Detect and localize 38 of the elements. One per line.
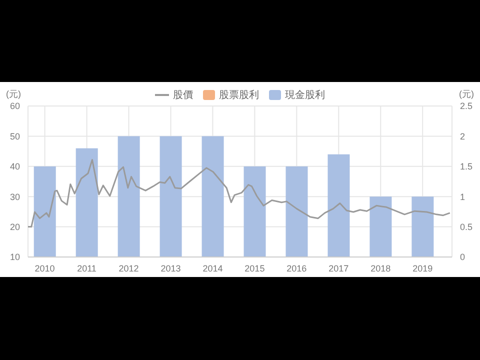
x-tick-label: 2012 bbox=[118, 263, 139, 274]
x-tick-label: 2014 bbox=[202, 263, 223, 274]
bar bbox=[202, 136, 224, 257]
y2-tick-label: 0 bbox=[460, 252, 466, 262]
y2-tick-label: 1 bbox=[460, 192, 466, 202]
y-tick-label: 10 bbox=[10, 252, 20, 262]
legend-label: 股價 bbox=[173, 89, 193, 102]
line-series bbox=[28, 159, 451, 228]
x-tick-label: 2019 bbox=[412, 263, 433, 274]
bar bbox=[412, 196, 434, 257]
y-tick-label: 40 bbox=[10, 162, 20, 172]
bar bbox=[76, 148, 98, 257]
x-tick-label: 2018 bbox=[370, 263, 391, 274]
y2-tick-label: 1.5 bbox=[460, 162, 473, 172]
y2-tick-label: 2 bbox=[460, 131, 466, 142]
x-tick-label: 2016 bbox=[286, 263, 307, 274]
bar bbox=[244, 166, 266, 257]
x-tick-label: 2017 bbox=[328, 263, 349, 274]
legend-label: 股票股利 bbox=[219, 88, 259, 102]
legend-label: 現金股利 bbox=[285, 88, 325, 102]
x-tick-label: 2011 bbox=[77, 263, 96, 274]
y-tick-label: 60 bbox=[10, 101, 20, 112]
bar bbox=[328, 154, 350, 257]
y-tick-label: 30 bbox=[10, 192, 20, 202]
bar bbox=[160, 136, 182, 257]
y2-tick-label: 2.5 bbox=[460, 101, 473, 112]
y-tick-label: 50 bbox=[10, 131, 20, 142]
x-tick-label: 2015 bbox=[244, 263, 265, 274]
y-axis-title: (元) bbox=[6, 88, 21, 101]
y2-tick-label: 0.5 bbox=[460, 222, 473, 232]
bar bbox=[34, 166, 56, 257]
bar bbox=[286, 166, 308, 257]
bar bbox=[370, 196, 392, 257]
bar bbox=[118, 136, 140, 257]
x-tick-label: 2013 bbox=[160, 263, 181, 274]
y-tick-label: 20 bbox=[10, 222, 20, 232]
x-tick-label: 2010 bbox=[34, 263, 55, 274]
y2-axis-title: (元) bbox=[459, 88, 474, 101]
